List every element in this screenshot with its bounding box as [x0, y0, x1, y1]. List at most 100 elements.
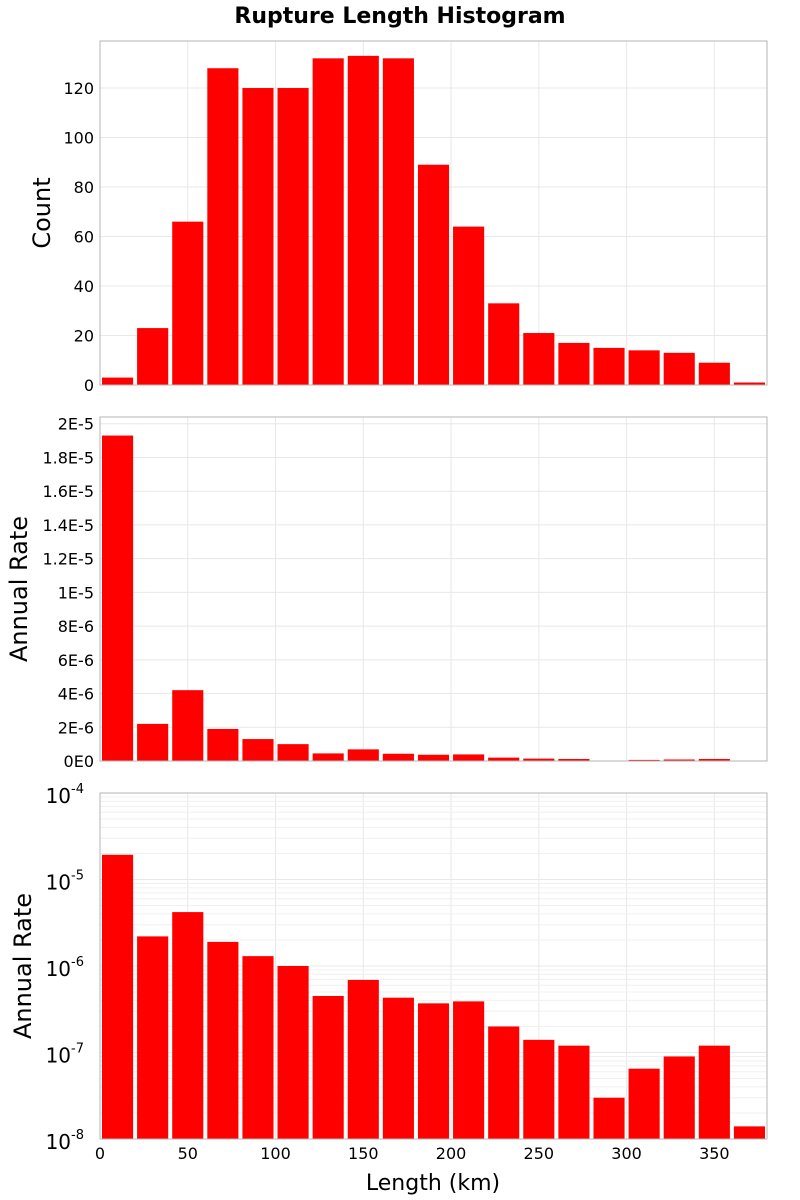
panel-rate-linear: 0E0 2E-6 4E-6 6E-6 8E-6 1E-5 1.2E-5 1.4E-5 1.6E-… — [5, 415, 768, 771]
panel-rate-linear-bar — [242, 739, 274, 761]
panel-rate-linear-bar — [663, 759, 695, 761]
panel-count-ylabel: Count — [28, 177, 56, 248]
panel-rate-linear-ytick-label: 0E0 — [64, 752, 94, 771]
panel-rate-log-bar — [172, 912, 204, 1139]
panel-rate-linear-bar — [417, 754, 450, 761]
panel-count-bar — [242, 88, 274, 386]
panel-rate-linear-ytick-label: 2E-5 — [58, 415, 94, 434]
panel-rate-log-frame — [99, 792, 768, 1140]
panel-rate-log-ytick-label: 10-6 — [46, 955, 84, 981]
panel-count-ytick-label: 60 — [74, 228, 94, 247]
panel-rate-log-bar — [347, 979, 379, 1139]
panel-count-frame — [99, 40, 768, 386]
panel-rate-linear-ytick-label: 4E-6 — [58, 685, 94, 704]
panel-rate-log-ytick-label: 10-4 — [46, 782, 84, 808]
panel-count: 0 20 40 60 80 100 120 Count — [28, 40, 768, 395]
x-tick-label: 100 — [260, 1144, 291, 1163]
panel-count-bar — [417, 164, 450, 385]
panel-count-bar — [277, 88, 309, 386]
panel-count-bar — [628, 350, 660, 385]
panel-rate-linear-bar — [453, 754, 485, 761]
panel-count-bar — [593, 347, 625, 385]
panel-count-bar — [207, 68, 239, 385]
panel-rate-log-ylabel: Annual Rate — [9, 893, 37, 1039]
panel-rate-log-bar — [102, 854, 134, 1139]
panel-rate-linear-bar — [628, 759, 660, 761]
x-tick-label: 50 — [178, 1144, 198, 1163]
panel-rate-log-bar — [277, 966, 309, 1139]
panel-count-bar — [137, 328, 169, 385]
chart-title: Rupture Length Histogram — [234, 4, 565, 29]
panel-count-bar — [312, 58, 344, 386]
panel-rate-linear-bar — [102, 435, 134, 761]
panel-count-bar — [102, 377, 134, 385]
panel-rate-linear-ytick-label: 1.4E-5 — [42, 516, 94, 535]
panel-rate-linear-ytick-label: 1.8E-5 — [42, 448, 94, 467]
panel-rate-linear-ytick-label: 2E-6 — [58, 718, 94, 737]
x-axis-ticks: 0 50 100 150 200 250 300 350 — [95, 1144, 730, 1163]
panel-count-ytick-label: 0 — [84, 376, 94, 395]
x-tick-label: 0 — [95, 1144, 105, 1163]
panel-count-ytick-label: 100 — [63, 129, 94, 148]
panel-rate-log-bar — [733, 1126, 765, 1139]
panel-rate-linear-bar — [698, 758, 730, 761]
panel-rate-log-bar — [558, 1045, 590, 1139]
panel-count-ytick-label: 120 — [63, 79, 94, 98]
panel-count-bar — [347, 55, 379, 386]
panel-count-bar — [453, 226, 485, 385]
panel-rate-linear-ytick-label: 6E-6 — [58, 651, 94, 670]
panel-rate-linear-ytick-label: 8E-6 — [58, 617, 94, 636]
panel-rate-linear-ytick-label: 1E-5 — [58, 583, 94, 602]
panel-count-bar — [172, 221, 204, 385]
panel-rate-log-bar — [523, 1039, 555, 1139]
panel-rate-log-bar — [382, 997, 414, 1139]
panel-count-ytick-label: 80 — [74, 178, 94, 197]
panel-count-bar — [488, 303, 520, 385]
panel-rate-linear-ytick-label: 1.2E-5 — [42, 550, 94, 569]
panel-count-bar — [382, 58, 414, 386]
panel-rate-log-bar — [137, 936, 169, 1139]
panel-count-bar — [663, 352, 695, 385]
panel-rate-linear-bar — [382, 753, 414, 761]
panel-rate-linear-bar — [137, 723, 169, 761]
panel-rate-log-bar — [417, 1003, 450, 1139]
panel-rate-linear-bar — [312, 753, 344, 761]
x-tick-label: 350 — [699, 1144, 730, 1163]
x-tick-label: 150 — [348, 1144, 379, 1163]
panel-count-ytick-label: 40 — [74, 277, 94, 296]
panel-count-bar — [698, 362, 730, 385]
panel-rate-linear-ylabel: Annual Rate — [5, 516, 33, 662]
panel-rate-linear-bar — [347, 749, 379, 761]
x-tick-label: 250 — [524, 1144, 555, 1163]
panel-rate-log-bar — [698, 1045, 730, 1139]
panel-rate-linear-bar — [207, 728, 239, 761]
panel-rate-log-bar — [312, 995, 344, 1139]
panel-rate-linear-bar — [558, 758, 590, 761]
panel-count-bar — [523, 333, 555, 385]
panel-rate-log-bar — [488, 1026, 520, 1139]
panel-rate-log-bar — [242, 956, 274, 1139]
panel-rate-linear-bar — [488, 757, 520, 761]
panel-rate-log-bar — [663, 1056, 695, 1139]
panel-count-ytick-label: 20 — [74, 327, 94, 346]
panel-rate-log-ytick-label: 10-8 — [46, 1128, 84, 1154]
panel-rate-linear-bar — [523, 758, 555, 761]
x-axis-label: Length (km) — [366, 1171, 500, 1196]
x-tick-label: 300 — [611, 1144, 642, 1163]
panel-rate-log: 10-8 10-7 10-6 10-5 10-4 Annual Rate — [9, 782, 768, 1154]
x-tick-label: 200 — [436, 1144, 467, 1163]
panel-rate-log-bar — [593, 1097, 625, 1139]
panel-rate-linear-bar — [172, 690, 204, 761]
panel-count-bar — [733, 382, 765, 385]
panel-rate-log-ytick-label: 10-5 — [46, 869, 84, 895]
panel-count-bar — [558, 342, 590, 385]
panel-rate-log-ytick-label: 10-7 — [46, 1042, 84, 1068]
panel-rate-log-bar — [628, 1068, 660, 1139]
panel-rate-log-bar — [207, 941, 239, 1139]
panel-rate-linear-bar — [277, 744, 309, 761]
panel-rate-log-bar — [453, 1001, 485, 1139]
panel-rate-linear-frame — [99, 416, 768, 762]
panel-rate-linear-ytick-label: 1.6E-5 — [42, 482, 94, 501]
